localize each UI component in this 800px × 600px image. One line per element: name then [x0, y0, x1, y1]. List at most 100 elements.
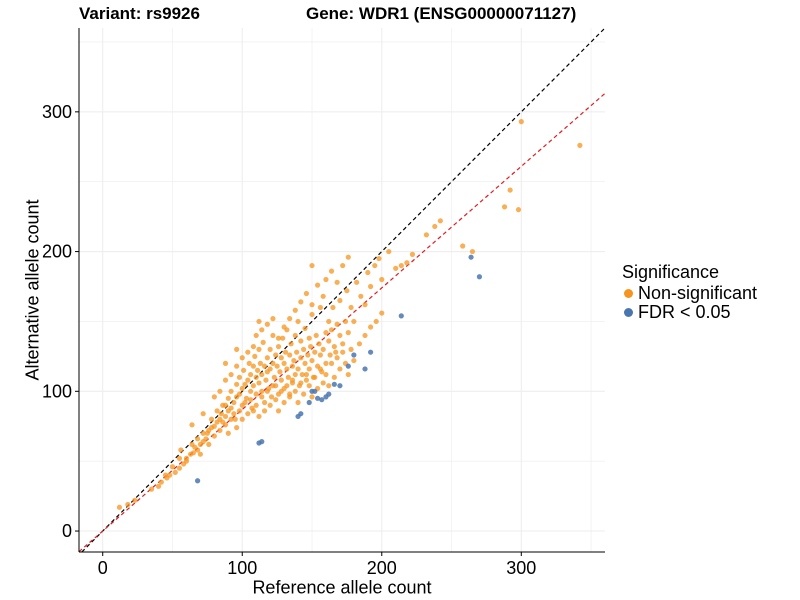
point-non-significant: [250, 408, 257, 414]
point-non-significant: [234, 381, 240, 387]
point-non-significant: [515, 207, 522, 213]
axes: [78, 28, 605, 553]
point-non-significant: [334, 279, 340, 285]
point-non-significant: [305, 352, 311, 358]
point-non-significant: [214, 408, 220, 414]
point-non-significant: [253, 391, 259, 397]
point-non-significant: [298, 299, 304, 305]
point-non-significant: [306, 335, 312, 341]
point-non-significant: [225, 395, 231, 401]
point-non-significant: [404, 260, 410, 266]
point-non-significant: [241, 367, 247, 373]
point-non-significant: [469, 248, 476, 255]
point-non-significant: [362, 302, 368, 308]
legend-dot-non-significant: [624, 289, 633, 298]
point-non-significant: [270, 360, 276, 366]
point-non-significant: [228, 405, 234, 411]
point-non-significant: [169, 464, 176, 470]
point-non-significant: [278, 355, 284, 361]
point-non-significant: [176, 455, 183, 461]
point-non-significant: [116, 504, 123, 510]
point-non-significant: [365, 269, 371, 276]
point-non-significant: [250, 363, 257, 369]
point-non-significant: [432, 223, 438, 230]
point-non-significant: [274, 363, 280, 369]
tick-labels: 0 100 200 300 0 100 200 300: [42, 102, 536, 578]
point-non-significant: [334, 355, 340, 361]
point-non-significant: [317, 352, 323, 358]
point-non-significant: [273, 397, 279, 403]
point-non-significant: [162, 472, 169, 478]
point-non-significant: [259, 327, 265, 333]
point-non-significant: [344, 288, 350, 294]
point-non-significant: [393, 265, 399, 271]
point-non-significant: [460, 243, 466, 249]
point-non-significant: [328, 360, 335, 366]
point-non-significant: [292, 307, 298, 313]
point-non-significant: [248, 388, 254, 394]
point-non-significant: [314, 282, 321, 288]
point-non-significant: [320, 293, 326, 299]
point-non-significant: [256, 413, 262, 420]
legend-dot-fdr: [624, 308, 633, 317]
point-non-significant: [248, 397, 254, 403]
point-non-significant: [267, 366, 273, 372]
point-non-significant: [261, 363, 268, 369]
point-non-significant: [281, 399, 287, 406]
point-non-significant: [260, 339, 266, 345]
point-non-significant: [309, 302, 315, 308]
point-non-significant: [354, 279, 360, 285]
point-non-significant: [303, 377, 310, 383]
point-non-significant: [326, 383, 332, 389]
point-non-significant: [298, 355, 304, 361]
point-non-significant: [234, 346, 240, 352]
point-non-significant: [351, 357, 357, 364]
y-tick-label: 200: [42, 242, 72, 262]
point-non-significant: [125, 501, 131, 508]
point-non-significant: [275, 335, 282, 341]
point-non-significant: [409, 251, 416, 257]
point-non-significant: [342, 318, 349, 325]
point-fdr: [194, 478, 201, 484]
point-non-significant: [368, 324, 374, 330]
point-non-significant: [501, 204, 508, 210]
point-non-significant: [264, 388, 270, 394]
point-non-significant: [268, 394, 275, 400]
point-non-significant: [287, 352, 293, 358]
point-non-significant: [275, 408, 282, 414]
point-non-significant: [264, 321, 270, 327]
point-non-significant: [326, 338, 332, 344]
data-points: [116, 119, 583, 510]
point-non-significant: [189, 441, 195, 448]
point-non-significant: [309, 394, 315, 400]
point-non-significant: [245, 349, 251, 355]
point-non-significant: [334, 321, 340, 327]
point-fdr: [259, 439, 265, 445]
point-non-significant: [259, 388, 265, 394]
point-non-significant: [277, 369, 283, 375]
point-non-significant: [232, 416, 238, 422]
point-non-significant: [518, 119, 524, 125]
point-non-significant: [302, 360, 308, 366]
point-fdr: [314, 395, 321, 401]
point-non-significant: [308, 343, 314, 350]
point-non-significant: [261, 408, 268, 414]
point-non-significant: [246, 360, 252, 366]
y-tick-label: 300: [42, 102, 72, 122]
point-fdr: [306, 399, 312, 406]
point-non-significant: [245, 411, 251, 417]
legend: Significance Non-significant FDR < 0.05: [622, 262, 757, 322]
point-non-significant: [577, 142, 583, 148]
point-non-significant: [323, 276, 329, 283]
point-non-significant: [234, 425, 240, 431]
point-non-significant: [176, 465, 183, 471]
point-non-significant: [267, 402, 273, 408]
point-non-significant: [172, 469, 178, 475]
point-non-significant: [259, 394, 265, 400]
point-non-significant: [158, 479, 164, 485]
point-non-significant: [313, 332, 319, 339]
point-non-significant: [270, 316, 276, 322]
point-non-significant: [281, 360, 287, 366]
point-non-significant: [234, 363, 240, 369]
point-non-significant: [253, 332, 259, 339]
